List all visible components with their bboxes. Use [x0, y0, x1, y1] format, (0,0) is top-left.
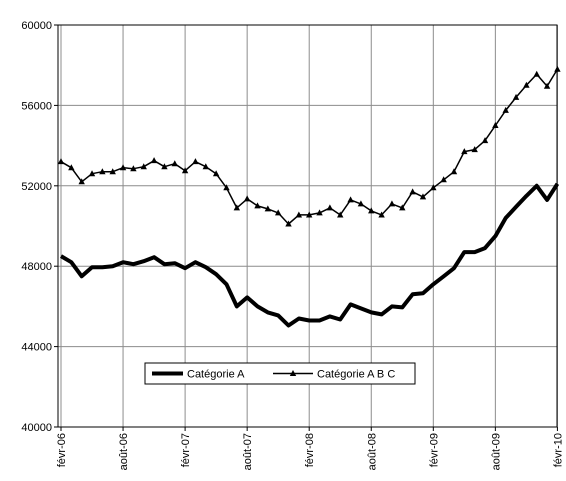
data-point-marker	[285, 220, 292, 227]
y-tick-label: 52000	[21, 181, 52, 193]
data-point-marker	[512, 93, 520, 100]
data-point-marker	[78, 178, 85, 185]
data-point-marker	[461, 148, 468, 155]
x-tick-label: août-09	[490, 433, 502, 470]
x-axis: févr-06 août-06 févr-07 août-07 févr-08 août-…	[56, 427, 564, 470]
legend: Catégorie A Catégorie A B C	[144, 362, 416, 385]
data-point-marker	[337, 211, 344, 218]
legend-label-categorie-abc: Catégorie A B C	[317, 369, 395, 381]
y-tick-label: 60000	[21, 20, 52, 32]
data-point-marker	[119, 164, 127, 171]
data-point-marker	[357, 200, 365, 207]
x-tick-label: févr-09	[428, 433, 440, 467]
data-point-marker	[378, 211, 385, 218]
data-point-marker	[543, 82, 551, 89]
data-point-marker	[347, 196, 354, 203]
data-point-marker	[399, 204, 406, 211]
series-lines	[57, 65, 561, 328]
data-point-marker	[274, 209, 282, 216]
data-point-marker	[492, 122, 499, 128]
legend-marker-triangle	[289, 370, 297, 376]
data-point-marker	[88, 170, 96, 177]
data-point-marker	[450, 168, 458, 175]
data-point-marker	[388, 200, 396, 207]
data-point-marker	[295, 211, 303, 218]
y-axis: 40000 44000 48000 52000 56000 60000	[21, 20, 58, 434]
x-tick-label: févr-07	[180, 433, 192, 467]
data-point-marker	[440, 176, 447, 183]
x-tick-label: févr-10	[552, 433, 564, 467]
data-point-marker	[223, 184, 230, 191]
data-point-marker	[171, 160, 178, 167]
data-point-marker	[202, 163, 209, 170]
data-point-marker	[192, 158, 199, 165]
x-tick-label: févr-08	[304, 433, 316, 467]
data-point-marker	[57, 158, 65, 165]
data-point-marker	[533, 70, 540, 77]
data-point-marker	[109, 168, 116, 175]
data-point-marker	[99, 168, 106, 175]
data-point-marker	[254, 202, 261, 209]
x-tick-label: août-07	[242, 433, 254, 470]
data-point-marker	[481, 137, 489, 144]
y-tick-label: 40000	[21, 422, 52, 434]
y-tick-label: 48000	[21, 261, 52, 273]
data-point-marker	[150, 157, 158, 164]
data-point-marker	[181, 167, 189, 174]
data-point-marker	[419, 193, 427, 200]
data-point-marker	[130, 165, 137, 172]
data-point-marker	[233, 204, 241, 211]
data-point-marker	[306, 211, 313, 218]
data-point-marker	[140, 163, 147, 170]
data-point-marker	[523, 81, 530, 88]
data-point-marker	[316, 209, 323, 216]
data-point-marker	[554, 65, 561, 72]
data-point-marker	[212, 170, 220, 177]
data-point-marker	[326, 204, 334, 211]
x-tick-label: févr-06	[56, 433, 68, 467]
data-point-marker	[409, 188, 416, 195]
legend-label-categorie-a: Catégorie A	[187, 369, 245, 381]
data-point-marker	[264, 205, 272, 212]
x-tick-label: août-06	[118, 433, 130, 470]
plot-area-frame	[57, 24, 558, 428]
series-line-categorie-a	[59, 182, 560, 328]
x-tick-label: août-08	[366, 433, 378, 470]
data-point-marker	[502, 106, 509, 113]
data-point-marker	[471, 146, 478, 153]
y-tick-label: 56000	[21, 100, 52, 112]
data-point-marker	[368, 207, 375, 214]
y-tick-label: 44000	[21, 342, 52, 354]
data-point-marker	[161, 163, 168, 170]
data-point-marker	[68, 164, 75, 171]
data-point-marker	[243, 195, 251, 202]
data-point-marker	[430, 184, 437, 191]
